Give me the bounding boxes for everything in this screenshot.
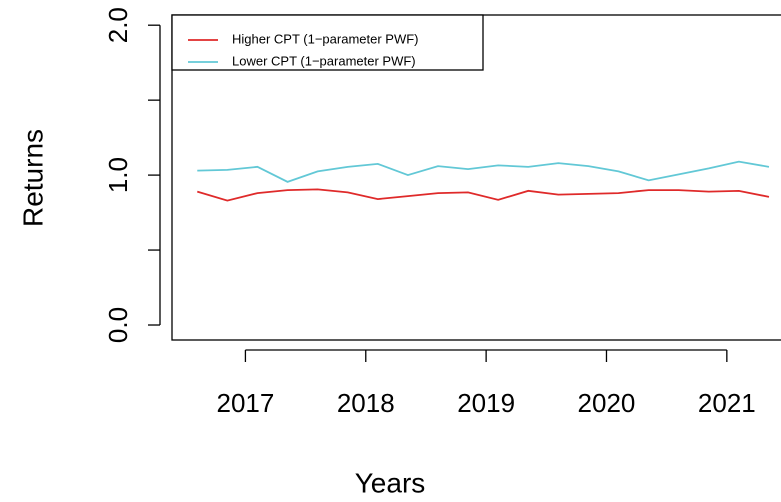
- y-tick-label: 2.0: [103, 7, 133, 43]
- x-axis-title: Years: [355, 467, 426, 498]
- legend-label: Lower CPT (1−parameter PWF): [232, 53, 416, 68]
- y-tick-label: 1.0: [103, 157, 133, 193]
- x-tick-label: 2017: [216, 388, 274, 418]
- y-tick-label: 0.0: [103, 307, 133, 343]
- y-axis-title: Returns: [17, 129, 48, 227]
- x-tick-label: 2018: [337, 388, 395, 418]
- series-line: [197, 160, 770, 183]
- x-tick-label: 2021: [698, 388, 756, 418]
- series-line: [197, 188, 770, 202]
- legend-box: [171, 14, 484, 71]
- x-tick-label: 2020: [578, 388, 636, 418]
- x-tick-label: 2019: [457, 388, 515, 418]
- legend-label: Higher CPT (1−parameter PWF): [232, 31, 419, 46]
